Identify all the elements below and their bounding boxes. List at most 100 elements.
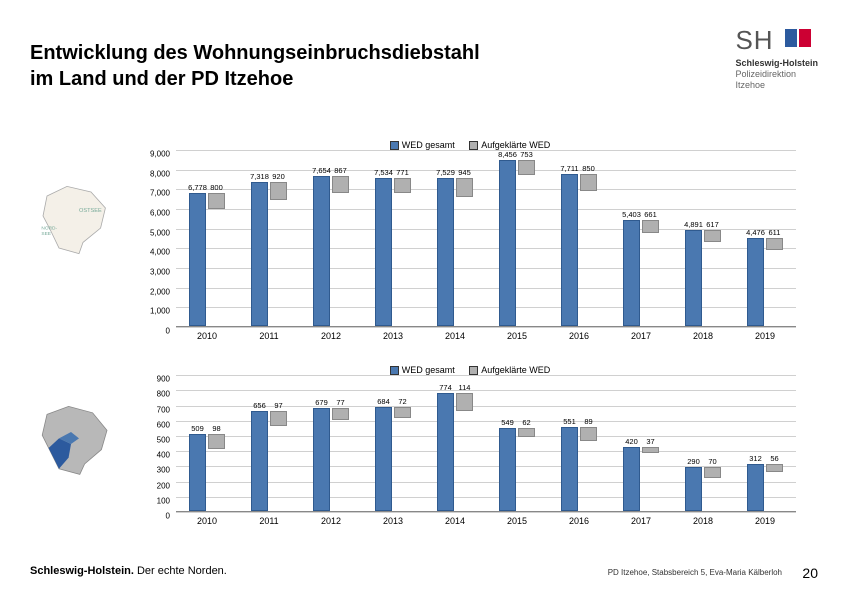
x-tick-label: 2010 bbox=[197, 331, 217, 341]
bar-value-label: 77 bbox=[336, 398, 344, 407]
bar-value-label: 4,476 bbox=[746, 228, 765, 237]
y-tick-label: 3,000 bbox=[140, 268, 170, 277]
bar-series1: 290 bbox=[685, 467, 702, 511]
footer-left: Schleswig-Holstein. Der echte Norden. bbox=[30, 565, 227, 577]
bar-group: 67977 bbox=[300, 408, 362, 511]
x-tick-label: 2010 bbox=[197, 516, 217, 526]
bar-series2: 89 bbox=[580, 427, 597, 441]
x-tick-label: 2012 bbox=[321, 331, 341, 341]
chart2-legend: WED gesamt Aufgeklärte WED bbox=[140, 365, 800, 375]
bar-value-label: 549 bbox=[501, 418, 514, 427]
bar-value-label: 5,403 bbox=[622, 210, 641, 219]
map-label-ostsee: OSTSEE bbox=[79, 208, 102, 214]
logo-dept1: Polizeidirektion bbox=[735, 69, 796, 79]
x-tick-label: 2012 bbox=[321, 516, 341, 526]
bar-series2: 617 bbox=[704, 230, 721, 242]
bar-series2: 37 bbox=[642, 447, 659, 453]
y-tick-label: 600 bbox=[140, 420, 170, 429]
footer-right: PD Itzehoe, Stabsbereich 5, Eva-Maria Kä… bbox=[608, 568, 782, 577]
bar-series2: 114 bbox=[456, 393, 473, 410]
bar-series1: 8,456 bbox=[499, 160, 516, 326]
bar-value-label: 7,534 bbox=[374, 168, 393, 177]
bar-series1: 5,403 bbox=[623, 220, 640, 326]
x-tick-label: 2018 bbox=[693, 331, 713, 341]
bar-value-label: 661 bbox=[644, 210, 657, 219]
bar-series2: 77 bbox=[332, 408, 349, 420]
bar-series2: 98 bbox=[208, 434, 225, 449]
y-tick-label: 2,000 bbox=[140, 287, 170, 296]
logo-org: Schleswig-Holstein bbox=[735, 58, 818, 68]
bar-value-label: 551 bbox=[563, 417, 576, 426]
state-emblems bbox=[784, 29, 812, 52]
x-tick-label: 2016 bbox=[569, 516, 589, 526]
bar-value-label: 312 bbox=[749, 454, 762, 463]
y-tick-label: 700 bbox=[140, 405, 170, 414]
bar-series1: 679 bbox=[313, 408, 330, 511]
bar-value-label: 97 bbox=[274, 401, 282, 410]
logo-dept2: Itzehoe bbox=[735, 80, 765, 90]
logo-sh-text: SH bbox=[735, 25, 773, 56]
gridline bbox=[176, 150, 796, 151]
bar-series1: 420 bbox=[623, 447, 640, 511]
bar-group: 65697 bbox=[238, 411, 300, 511]
x-tick-label: 2019 bbox=[755, 516, 775, 526]
bar-group: 55189 bbox=[548, 427, 610, 511]
x-tick-label: 2016 bbox=[569, 331, 589, 341]
bar-group: 42037 bbox=[610, 447, 672, 511]
bar-value-label: 7,711 bbox=[560, 164, 578, 173]
bar-value-label: 7,318 bbox=[250, 172, 269, 181]
bar-series1: 7,711 bbox=[561, 174, 578, 326]
bar-value-label: 7,654 bbox=[312, 166, 331, 175]
bar-value-label: 684 bbox=[377, 397, 390, 406]
bar-group: 7,711850 bbox=[548, 174, 610, 326]
bar-series1: 7,318 bbox=[251, 182, 268, 326]
bar-value-label: 656 bbox=[253, 401, 266, 410]
x-tick-label: 2014 bbox=[445, 516, 465, 526]
page-title: Entwicklung des Wohnungseinbruchsdiebsta… bbox=[30, 40, 812, 92]
gridline bbox=[176, 390, 796, 391]
bar-group: 5,403661 bbox=[610, 220, 672, 326]
bar-value-label: 62 bbox=[522, 418, 530, 427]
x-tick-label: 2014 bbox=[445, 331, 465, 341]
y-tick-label: 5,000 bbox=[140, 228, 170, 237]
bar-group: 50998 bbox=[176, 434, 238, 511]
bar-value-label: 611 bbox=[769, 228, 781, 237]
bar-group: 7,654867 bbox=[300, 176, 362, 327]
bar-series1: 4,891 bbox=[685, 230, 702, 326]
bar-group: 7,318920 bbox=[238, 182, 300, 326]
legend-s2b: Aufgeklärte WED bbox=[481, 365, 550, 375]
bar-series1: 7,529 bbox=[437, 178, 454, 326]
bar-value-label: 920 bbox=[272, 172, 285, 181]
page-number: 20 bbox=[802, 565, 818, 581]
bar-group: 6,778800 bbox=[176, 193, 238, 326]
bar-series1: 549 bbox=[499, 428, 516, 512]
y-tick-label: 8,000 bbox=[140, 169, 170, 178]
bar-group: 7,529945 bbox=[424, 178, 486, 326]
bar-group: 29070 bbox=[672, 467, 734, 511]
x-tick-label: 2011 bbox=[259, 331, 278, 341]
bar-series1: 551 bbox=[561, 427, 578, 511]
footer-left-rest: Der echte Norden. bbox=[134, 565, 227, 577]
gridline bbox=[176, 406, 796, 407]
bar-group: 4,891617 bbox=[672, 230, 734, 326]
bar-series2: 62 bbox=[518, 428, 535, 437]
bar-series1: 6,778 bbox=[189, 193, 206, 326]
bar-series2: 800 bbox=[208, 193, 225, 209]
gridline bbox=[176, 512, 796, 513]
logo-block: SH Schleswig-Holstein Polizeidirektion I… bbox=[735, 25, 818, 90]
x-tick-label: 2017 bbox=[631, 331, 651, 341]
bar-series1: 774 bbox=[437, 393, 454, 511]
bar-series1: 509 bbox=[189, 434, 206, 511]
y-tick-label: 6,000 bbox=[140, 209, 170, 218]
y-tick-label: 7,000 bbox=[140, 189, 170, 198]
y-tick-label: 0 bbox=[140, 512, 170, 521]
bar-series2: 661 bbox=[642, 220, 659, 233]
svg-text:SEE: SEE bbox=[41, 231, 51, 237]
bar-series2: 611 bbox=[766, 238, 783, 250]
bar-group: 31256 bbox=[734, 464, 796, 511]
bar-value-label: 867 bbox=[334, 166, 347, 175]
title-line-2: im Land und der PD Itzehoe bbox=[30, 68, 293, 90]
x-tick-label: 2019 bbox=[755, 331, 775, 341]
bar-series1: 312 bbox=[747, 464, 764, 511]
x-tick-label: 2015 bbox=[507, 331, 527, 341]
